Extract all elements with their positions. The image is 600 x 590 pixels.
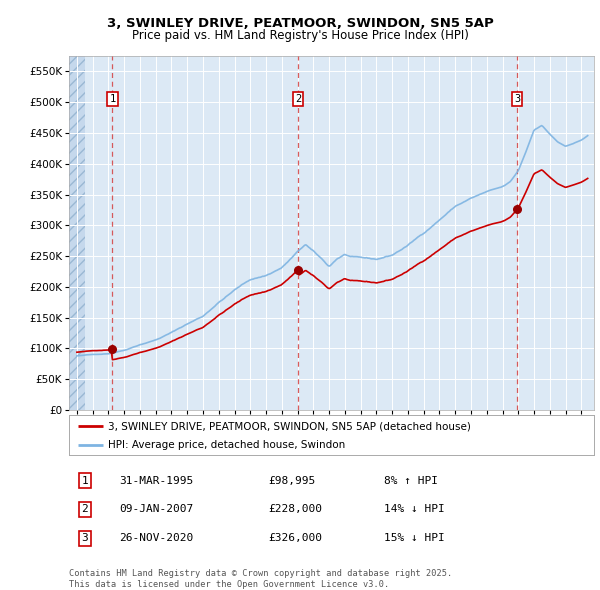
Text: 3, SWINLEY DRIVE, PEATMOOR, SWINDON, SN5 5AP: 3, SWINLEY DRIVE, PEATMOOR, SWINDON, SN5… [107,17,493,30]
Text: 26-NOV-2020: 26-NOV-2020 [119,533,193,543]
Text: £228,000: £228,000 [269,504,323,514]
Text: HPI: Average price, detached house, Swindon: HPI: Average price, detached house, Swin… [109,440,346,450]
Text: 15% ↓ HPI: 15% ↓ HPI [384,533,445,543]
Text: 3, SWINLEY DRIVE, PEATMOOR, SWINDON, SN5 5AP (detached house): 3, SWINLEY DRIVE, PEATMOOR, SWINDON, SN5… [109,421,471,431]
Text: 2: 2 [82,504,88,514]
Text: 3: 3 [514,94,520,104]
Text: Price paid vs. HM Land Registry's House Price Index (HPI): Price paid vs. HM Land Registry's House … [131,30,469,42]
Text: 31-MAR-1995: 31-MAR-1995 [119,476,193,486]
Text: 09-JAN-2007: 09-JAN-2007 [119,504,193,514]
Text: 2: 2 [295,94,301,104]
Text: £326,000: £326,000 [269,533,323,543]
Text: Contains HM Land Registry data © Crown copyright and database right 2025.
This d: Contains HM Land Registry data © Crown c… [69,569,452,589]
Text: 8% ↑ HPI: 8% ↑ HPI [384,476,438,486]
Text: 3: 3 [82,533,88,543]
Bar [69,56,85,410]
Text: 1: 1 [82,476,88,486]
Text: £98,995: £98,995 [269,476,316,486]
Text: 1: 1 [109,94,115,104]
Text: 14% ↓ HPI: 14% ↓ HPI [384,504,445,514]
